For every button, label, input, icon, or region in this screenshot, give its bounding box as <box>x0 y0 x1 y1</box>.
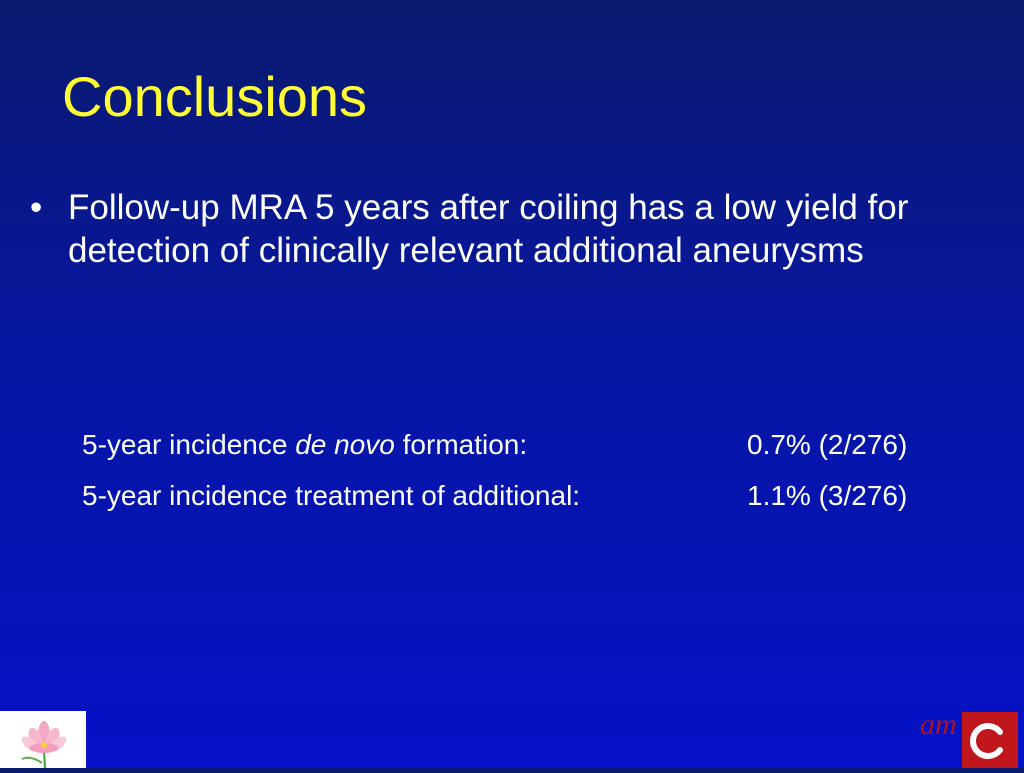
stat-label-italic: de novo <box>295 429 395 460</box>
lotus-flower-icon <box>21 721 67 769</box>
stat-label: 5-year incidence treatment of additional… <box>82 480 581 511</box>
am-logo-text: am <box>920 708 957 741</box>
stat-value: 0.7% (2/276) <box>747 429 908 460</box>
am-logo: am <box>916 706 1024 768</box>
amc-c-logo-icon <box>962 712 1018 768</box>
stat-label-prefix: 5-year incidence <box>82 429 296 460</box>
bullet-text: Follow-up MRA 5 years after coiling has … <box>68 188 909 270</box>
bullet-item: • Follow-up MRA 5 years after coiling ha… <box>30 186 990 272</box>
slide-title: Conclusions <box>62 65 368 128</box>
stat-label-suffix: formation: <box>394 429 528 460</box>
lotus-logo <box>0 711 86 769</box>
stat-label: 5-year incidence de novo formation: <box>82 425 527 465</box>
bullet-marker: • <box>30 188 43 227</box>
stat-value: 1.1% (3/276) <box>747 480 908 511</box>
